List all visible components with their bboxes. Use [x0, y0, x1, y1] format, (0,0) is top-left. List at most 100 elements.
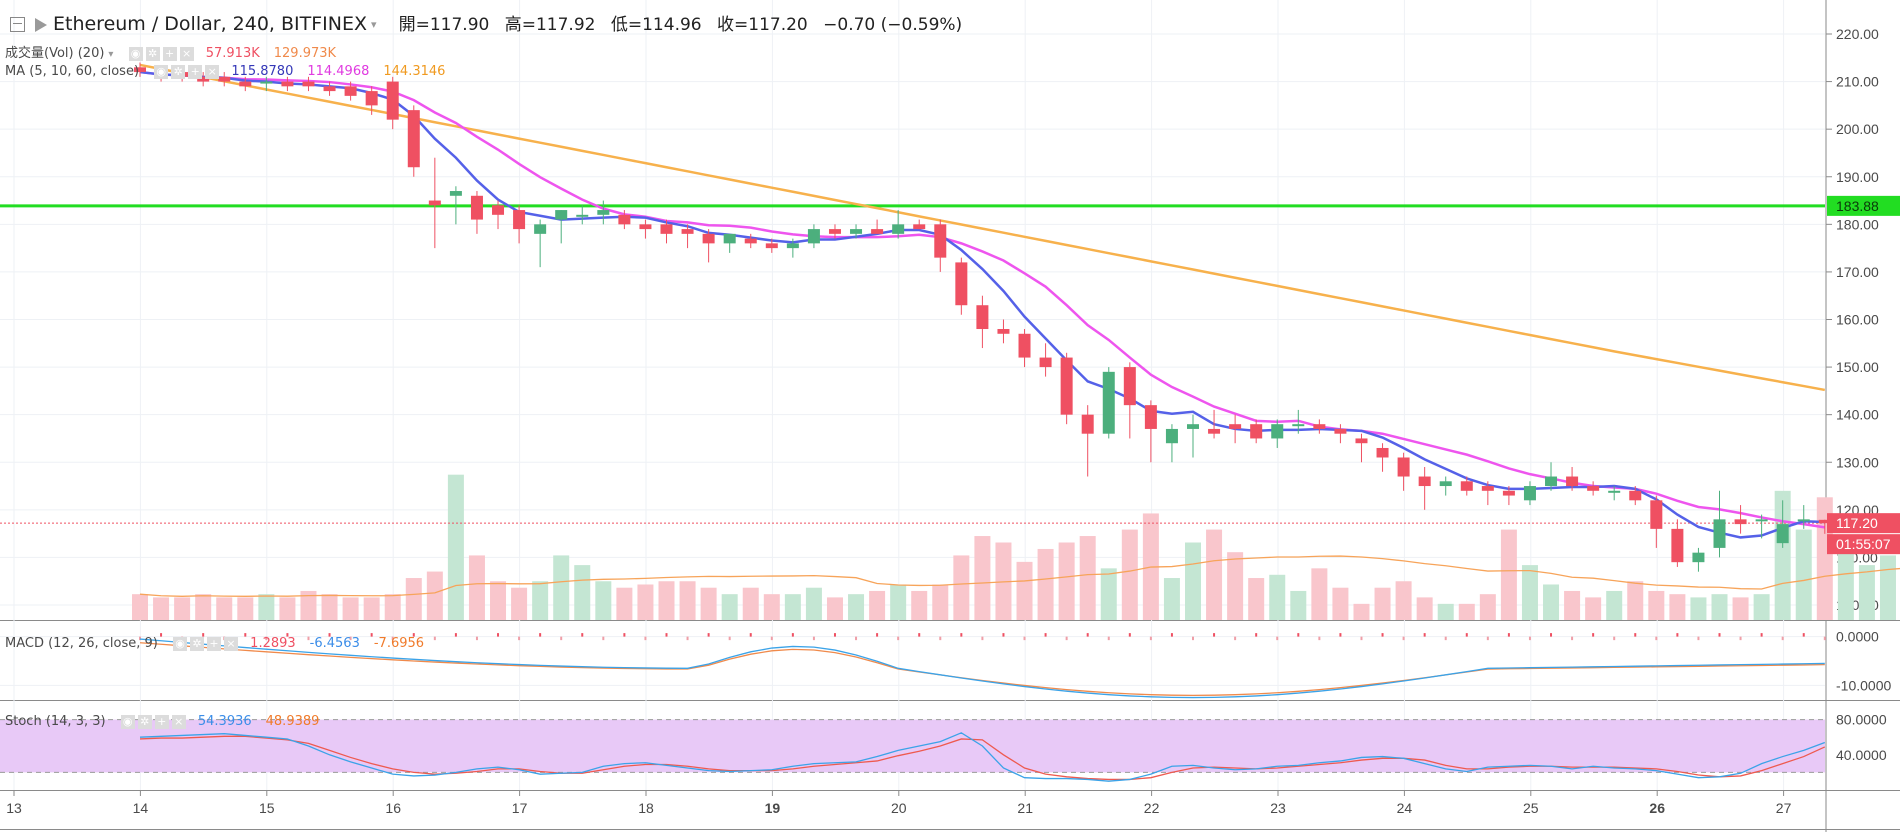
close-icon[interactable]: ×: [205, 64, 220, 79]
ma-legend: MA (5, 10, 60, close) ◉ ✲ + × 115.8780 114.4…: [5, 64, 445, 79]
macd-line: [139, 638, 1825, 699]
candle-body: [1208, 428, 1221, 434]
volume-bar: [553, 555, 570, 620]
volume-bar: [258, 594, 275, 620]
candle-body: [492, 205, 505, 215]
collapse-icon[interactable]: [10, 17, 25, 32]
volume-bar: [1121, 529, 1138, 620]
volume-bar: [1774, 490, 1791, 620]
volume-bar: [742, 587, 759, 620]
price-tick-label: 210.00: [1836, 74, 1879, 90]
macd-controls[interactable]: ◉ ✲ + ×: [170, 636, 239, 651]
volume-bar: [216, 597, 233, 620]
plus-icon[interactable]: +: [207, 636, 222, 651]
volume-bar: [1016, 561, 1033, 620]
time-tick-label: 22: [1144, 800, 1160, 816]
change-value: −0.70 (−0.59%): [823, 15, 963, 35]
volume-bar: [1627, 581, 1644, 620]
candle-body: [1144, 405, 1157, 429]
candle-body: [407, 110, 420, 168]
candle-body: [828, 229, 841, 234]
candle-body: [513, 210, 526, 230]
candle-body: [323, 86, 336, 92]
candle-body: [723, 233, 736, 244]
candle-body: [1229, 424, 1242, 429]
volume-bar: [1079, 536, 1096, 620]
ma-controls[interactable]: ◉ ✲ + ×: [151, 64, 220, 79]
volume-bar: [700, 587, 717, 620]
volume-bar: [1795, 529, 1812, 620]
price-tick-label: 140.00: [1836, 407, 1879, 423]
low-value: 低=114.96: [610, 15, 702, 35]
gear-icon[interactable]: ✲: [137, 714, 152, 729]
candle-body: [534, 224, 547, 234]
volume-bar: [1227, 552, 1244, 620]
candle-body: [1523, 486, 1536, 501]
volume-bar: [1669, 594, 1686, 620]
price-tick-label: 150.00: [1836, 359, 1879, 375]
volume-bar: [1858, 565, 1875, 620]
time-tick-label: 15: [259, 800, 275, 816]
volume-bar: [869, 590, 886, 620]
candle-body: [302, 81, 315, 87]
candle-body: [1502, 490, 1515, 496]
volume-controls[interactable]: ◉ ✲ + ×: [126, 46, 194, 61]
volume-bar: [932, 584, 949, 620]
volume-bar: [447, 474, 464, 620]
eye-icon[interactable]: ◉: [128, 46, 143, 61]
candle-body: [1081, 414, 1094, 434]
volume-bar: [637, 584, 654, 620]
candle-body: [1039, 357, 1052, 368]
candle-body: [1587, 486, 1600, 491]
volume-bar: [974, 536, 991, 620]
ma60-line: [139, 63, 1826, 392]
signal-value: -7.6956: [373, 636, 425, 651]
eye-icon[interactable]: ◉: [173, 636, 188, 651]
candle-body: [850, 229, 863, 234]
close-icon[interactable]: ×: [171, 714, 186, 729]
price-tick-label: 220.00: [1836, 26, 1879, 42]
volume-bar: [1585, 597, 1602, 620]
candle-body: [765, 243, 778, 249]
close-value: 收=117.20: [717, 15, 808, 35]
gear-icon[interactable]: ✲: [145, 46, 160, 61]
symbol-title: Ethereum / Dollar, 240, BITFINEX: [53, 13, 368, 35]
time-tick-label: 25: [1523, 800, 1539, 816]
volume-bar: [1732, 597, 1749, 620]
volume-bar: [763, 594, 780, 620]
chevron-down-icon[interactable]: ▾: [371, 18, 377, 31]
candle-body: [281, 81, 294, 87]
plus-icon[interactable]: +: [154, 714, 169, 729]
candle-body: [1102, 371, 1115, 434]
volume-bar: [1206, 529, 1223, 620]
close-icon[interactable]: ×: [179, 46, 194, 61]
macd-hist-value: 1.2893: [250, 636, 296, 651]
volume-bar: [1837, 548, 1854, 620]
volume-bar: [279, 597, 296, 620]
volume-bar: [574, 565, 591, 620]
candle-body: [681, 229, 694, 234]
volume-bar: [174, 597, 191, 620]
volume-bar: [1711, 594, 1728, 620]
gear-icon[interactable]: ✲: [171, 64, 186, 79]
flag-icon[interactable]: [35, 17, 47, 32]
volume-bar: [1690, 597, 1707, 620]
stoch-band: [0, 719, 1825, 773]
level-price-label: 183.88: [1836, 198, 1879, 214]
volume-bar: [1395, 581, 1412, 620]
close-icon[interactable]: ×: [224, 636, 239, 651]
stoch-controls[interactable]: ◉ ✲ + ×: [118, 714, 186, 729]
candle-body: [618, 214, 631, 225]
eye-icon[interactable]: ◉: [120, 714, 135, 729]
volume-bar: [1100, 568, 1117, 620]
candle-body: [744, 238, 757, 244]
candle-body: [1629, 490, 1642, 501]
candle-body: [1755, 519, 1768, 522]
ohlc-readout: 開=117.90 高=117.92 低=114.96 收=117.20 −0.7…: [399, 15, 973, 35]
plus-icon[interactable]: +: [188, 64, 203, 79]
gear-icon[interactable]: ✲: [190, 636, 205, 651]
eye-icon[interactable]: ◉: [154, 64, 169, 79]
plus-icon[interactable]: +: [162, 46, 177, 61]
volume-bar: [511, 587, 528, 620]
